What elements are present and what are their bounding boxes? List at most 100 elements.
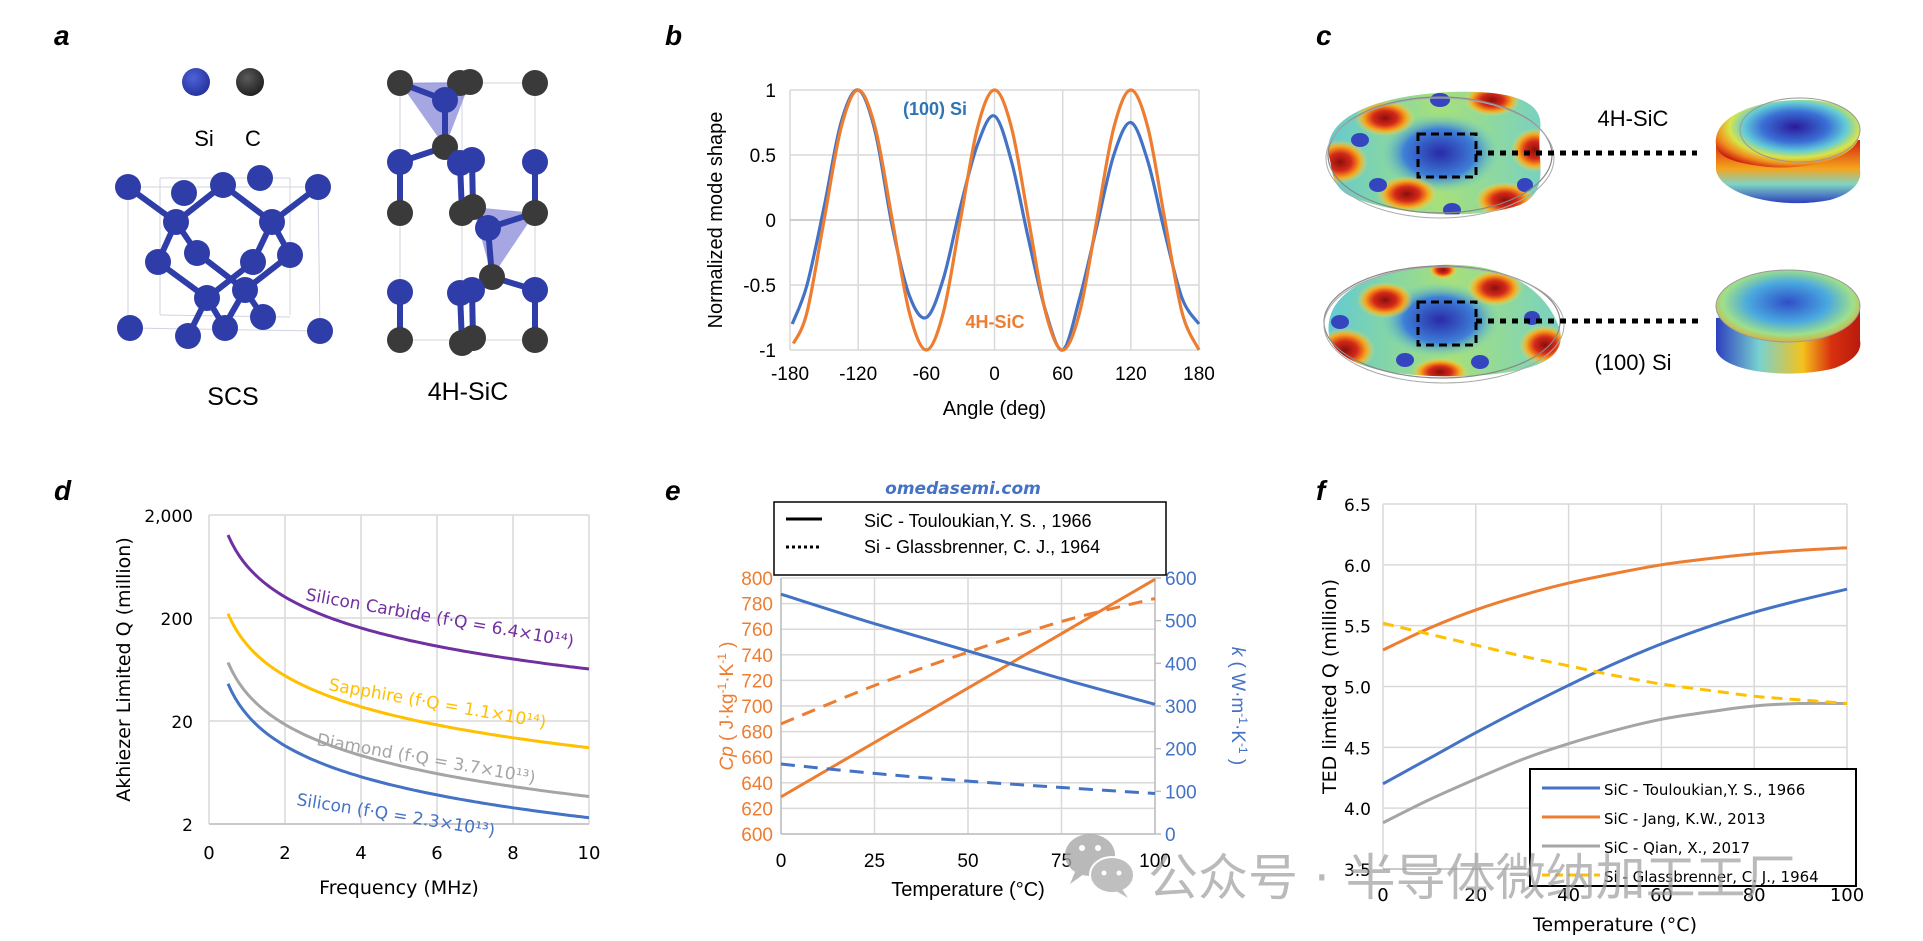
si-atom (387, 279, 413, 305)
y-left-tick-label: 720 (741, 671, 773, 692)
x-tick-label: 180 (1183, 364, 1215, 385)
legend-entry-si: Si - Glassbrenner, C. J., 1964 (864, 537, 1100, 557)
x-tick-label: 0 (989, 364, 1000, 385)
si-atom (459, 147, 485, 173)
wechat-watermark-text: 公众号 · 半导体微纳加工工厂 (1148, 849, 1796, 907)
si-atom (212, 315, 238, 341)
si-atom (171, 180, 197, 206)
y-left-tick-label: 800 (741, 569, 773, 590)
c-atom (522, 70, 548, 96)
x-tick-label: -180 (771, 364, 809, 385)
y-axis-label: TED limited Q (million) (1319, 579, 1341, 795)
x-tick-label: 0 (203, 843, 214, 864)
y-tick-label: 1 (765, 81, 776, 102)
x-axis-label: Frequency (MHz) (319, 877, 479, 899)
scs-diamond-lattice (115, 165, 333, 349)
sic-4h-lattice (387, 69, 548, 356)
series-line-4h-sic (791, 88, 1201, 352)
si-atom (163, 209, 189, 235)
y-tick-label: 3.5 (1344, 861, 1371, 881)
x-tick-label: 120 (1115, 364, 1147, 385)
c-atom (387, 200, 413, 226)
y-tick-label: 0 (765, 211, 776, 232)
wechat-watermark: 公众号 · 半导体微纳加工工厂 (1065, 834, 1796, 907)
x-tick-label: 8 (507, 843, 518, 864)
panel-b-mode-shape-chart: -180 -120 -60 0 60 120 180 -1 -0.5 0 0.5 1 Angle (de… (705, 81, 1215, 420)
si-atom (307, 318, 333, 344)
panel-label-c: c (1316, 20, 1332, 51)
y-tick-label: 5.0 (1344, 679, 1371, 699)
legend-entry: SiC - Touloukian,Y. S., 1966 (1604, 781, 1805, 799)
x-tick-label: 60 (1052, 364, 1073, 385)
annotation-sic: 4H-SiC (965, 312, 1024, 332)
axis-symbol: Cp (717, 746, 738, 770)
legend-si-label: Si (194, 126, 214, 151)
x-axis-label: Angle (deg) (943, 398, 1046, 420)
legend-box (773, 501, 1167, 576)
axis-unit: ( J·kg (717, 693, 738, 746)
y-tick-label: 6.0 (1344, 557, 1371, 577)
panel-label-f: f (1316, 475, 1328, 506)
x-tick-label: 60 (1650, 885, 1673, 906)
y-right-tick-label: 100 (1165, 782, 1197, 803)
si-atom (240, 249, 266, 275)
y-tick-label: 4.5 (1344, 739, 1371, 759)
y-right-tick-label: 400 (1165, 654, 1197, 675)
series-line-sic-jang-k-w-2013 (1382, 546, 1848, 652)
x-tick-label: 80 (1743, 885, 1766, 906)
y-left-tick-label: 660 (741, 748, 773, 769)
y-tick-label: 4.0 (1344, 800, 1371, 820)
y-axis-label: Normalized mode shape (705, 112, 727, 329)
si-atom (387, 149, 413, 175)
y-left-tick-label: 640 (741, 774, 773, 795)
si-atom (475, 215, 501, 241)
y-tick-label: 5.5 (1344, 618, 1371, 638)
si-atom (247, 165, 273, 191)
axis-exponent: -1 (1236, 713, 1250, 724)
panel-f-ted-q-chart: 0 20 40 60 80 100 3.5 4.0 4.5 5.0 5.5 6.0 6.5 Tempera… (1319, 496, 1864, 936)
c-atom (522, 327, 548, 353)
x-tick-label: 25 (864, 851, 885, 872)
series-line-sic-qian-x-2017 (1382, 701, 1848, 825)
y-tick-label: 200 (161, 610, 193, 630)
series-line-sic-k (780, 592, 1156, 706)
si-atom (210, 172, 236, 198)
series-line-sic-touloukian-y-s-1966 (1382, 587, 1848, 786)
series-line-si-glassbrenner-c-j-1964 (1382, 621, 1848, 705)
axis-exponent: -1 (715, 653, 729, 664)
series-line-si-cp (780, 597, 1156, 726)
si-atom (145, 249, 171, 275)
x-tick-label: 100 (1139, 851, 1171, 872)
si-atom (277, 242, 303, 268)
si-atom (232, 277, 258, 303)
si-atom (459, 277, 485, 303)
si-atom (259, 209, 285, 235)
y-right-tick-label: 300 (1165, 697, 1197, 718)
scs-label: SCS (207, 383, 258, 411)
series-line-si-k (780, 762, 1156, 795)
legend-c-label: C (245, 126, 261, 151)
x-tick-label: 40 (1557, 885, 1580, 906)
axis-unit: ·K (1227, 724, 1248, 743)
c-atom (457, 69, 483, 95)
series-line-sapphire (226, 613, 590, 750)
y-right-tick-label: 600 (1165, 569, 1197, 590)
si-atom (115, 174, 141, 200)
c-atom (387, 327, 413, 353)
sic-cup-mode-image (1715, 97, 1861, 204)
si-atom (250, 304, 276, 330)
si-atom (432, 87, 458, 113)
legend: SiC - Touloukian,Y. S. , 1966 Si - Glassb… (773, 501, 1167, 576)
legend-entry-sic: SiC - Touloukian,Y. S. , 1966 (864, 511, 1091, 531)
y-tick-label: 2 (182, 816, 193, 836)
axis-unit: ·K (717, 663, 738, 682)
si-atom (194, 285, 220, 311)
y-left-tick-label: 780 (741, 595, 773, 616)
sic-disk-mode-image (1325, 91, 1697, 219)
x-tick-label: 4 (355, 843, 366, 864)
y-left-tick-label: 760 (741, 620, 773, 641)
si-atom (522, 277, 548, 303)
si-atom (305, 174, 331, 200)
